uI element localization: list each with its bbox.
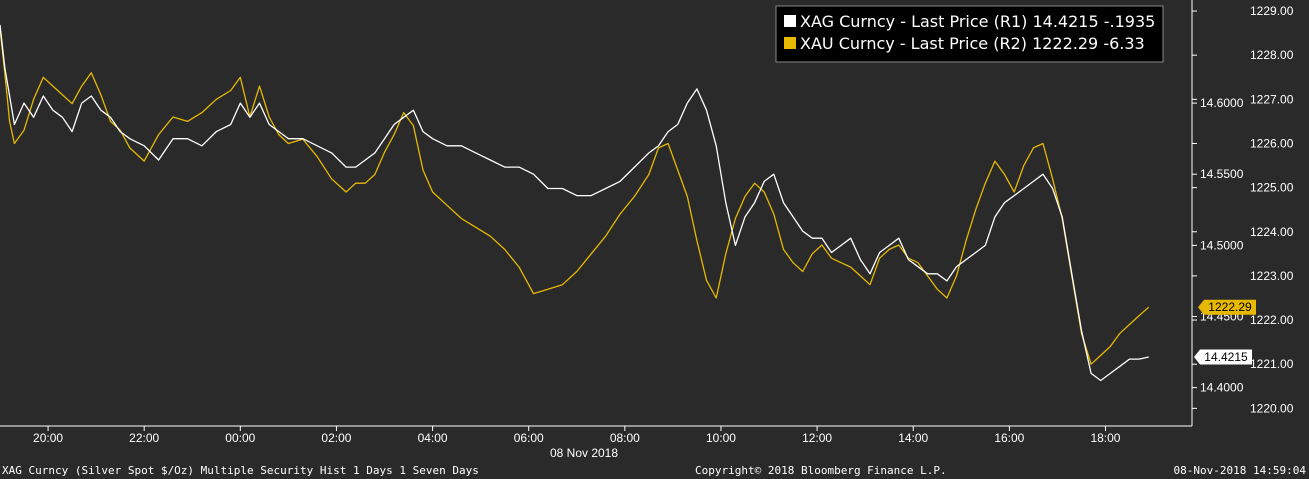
legend-swatch-xag [784, 15, 796, 27]
last-price-tag-xau [1198, 299, 1256, 315]
y-tick-label-r1: 14.5500 [1200, 167, 1244, 181]
x-date-label: 08 Nov 2018 [550, 446, 618, 460]
y-tick-label-r1: 14.4000 [1200, 381, 1244, 395]
x-tick-label: 14:00 [898, 431, 928, 445]
y-tick-label-r2: 1225.00 [1250, 181, 1294, 195]
x-tick-label: 04:00 [418, 431, 448, 445]
x-tick-label: 16:00 [994, 431, 1024, 445]
y-tick-label-r2: 1229.00 [1250, 4, 1294, 18]
y-tick-label-r2: 1228.00 [1250, 48, 1294, 62]
y-tick-label-r2: 1227.00 [1250, 92, 1294, 106]
x-tick-label: 06:00 [514, 431, 544, 445]
x-tick-label: 10:00 [706, 431, 736, 445]
x-tick-label: 12:00 [802, 431, 832, 445]
last-price-tag-label: 1222.29 [1208, 300, 1252, 314]
y-tick-label-r1: 14.6000 [1200, 96, 1244, 110]
x-tick-label: 18:00 [1090, 431, 1120, 445]
footer-copyright: Copyright© 2018 Bloomberg Finance L.P. [695, 464, 947, 477]
y-tick-label-r2: 1222.00 [1250, 313, 1294, 327]
x-tick-label: 00:00 [225, 431, 255, 445]
y-tick-label-r2: 1220.00 [1250, 401, 1294, 415]
series-line-xag [0, 24, 1149, 382]
x-tick-label: 22:00 [129, 431, 159, 445]
footer-timestamp: 08-Nov-2018 14:59:04 [1174, 464, 1307, 477]
y-tick-label-r2: 1221.00 [1250, 357, 1294, 371]
legend-box [775, 5, 1164, 63]
legend: XAG Curncy - Last Price (R1) 14.4215 -.1… [775, 5, 1164, 63]
last-price-tag-label: 14.4215 [1204, 350, 1248, 364]
x-axis: 20:00 22:00 00:00 02:00 04:00 06:00 08:00 10:00… [33, 426, 1121, 445]
last-price-tag-xag [1194, 349, 1252, 365]
y-tick-label-r2: 1224.00 [1250, 225, 1294, 239]
y-tick-label-r2: 1223.00 [1250, 269, 1294, 283]
x-tick-label: 20:00 [33, 431, 63, 445]
legend-label-xau: XAU Curncy - Last Price (R2) 1222.29 -6.… [800, 34, 1145, 53]
last-price-tags: 1222.29 14.4215 [1194, 299, 1256, 365]
y-tick-label-r2: 1226.00 [1250, 136, 1294, 150]
footer-security-info: XAG Curncy (Silver Spot $/Oz) Multiple S… [2, 464, 479, 477]
y-tick-label-r1: 14.5000 [1200, 238, 1244, 252]
x-tick-label: 02:00 [321, 431, 351, 445]
series-layer [0, 24, 1150, 382]
legend-label-xag: XAG Curncy - Last Price (R1) 14.4215 -.1… [800, 12, 1155, 31]
x-tick-label: 08:00 [610, 431, 640, 445]
legend-swatch-xau [784, 37, 796, 49]
series-line-xau [0, 28, 1150, 365]
